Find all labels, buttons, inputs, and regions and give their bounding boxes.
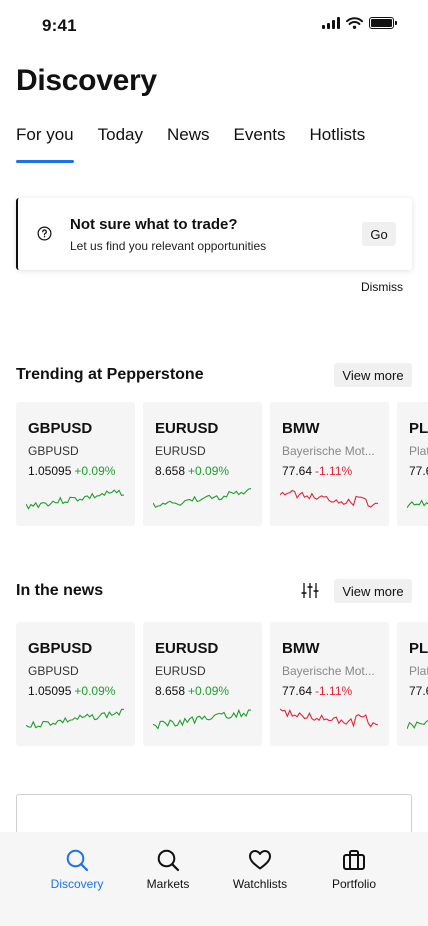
sparkline-chart [280,708,378,728]
instrument-symbol: GBPUSD [28,420,93,437]
instrument-name: Bayerische Mot... [282,664,375,678]
instrument-card[interactable]: GBPUSD GBPUSD 1.05095 +0.09% [16,402,135,526]
briefcase-icon [343,850,365,870]
instrument-name: Plat [409,444,428,458]
instrument-card[interactable]: PLA Plat 77.6 [397,402,428,526]
instrument-price-row: 77.6 [409,464,428,478]
sparkline-chart [26,489,124,510]
sparkline-chart [407,720,428,730]
bottom-navigation: Discovery Markets Watchlists Portfolio [0,832,428,926]
promo-subtitle: Let us find you relevant opportunities [70,239,267,253]
instrument-symbol: BMW [282,640,320,657]
instrument-symbol: PLA [409,640,428,657]
instrument-name: Bayerische Mot... [282,444,375,458]
instrument-price: 77.64 [282,684,313,698]
status-bar: 9:41 [0,0,428,50]
heart-icon [249,850,271,870]
tab-news[interactable]: News [167,125,210,144]
instrument-symbol: EURUSD [155,640,219,657]
dismiss-button[interactable]: Dismiss [361,280,403,294]
search-icon [66,849,89,872]
sparkline-chart [153,708,251,730]
filter-sliders-icon[interactable] [301,582,319,599]
instrument-symbol: PLA [409,420,428,437]
instrument-name: Plat [409,664,428,678]
nav-label: Discovery [50,877,104,891]
instrument-card[interactable]: EURUSD EURUSD 8.658 +0.09% [143,622,262,746]
search-icon [157,849,180,872]
instrument-change: +0.09% [188,464,230,478]
sparkline-chart [153,488,251,509]
instrument-price: 77.64 [282,464,313,478]
tab-today[interactable]: Today [97,125,144,144]
view-more-news-button[interactable]: View more [334,579,412,603]
cellular-signal-icon [322,17,340,29]
instrument-price: 1.05095 [28,684,72,698]
go-button[interactable]: Go [362,222,396,246]
trade-suggestion-card: Not sure what to trade? Let us find you … [16,198,412,270]
instrument-price-row: 1.05095 +0.09% [28,684,115,698]
discovery-tabs: For you Today News Events Hotlists [16,125,365,163]
instrument-name: GBPUSD [28,664,79,678]
instrument-price-row: 8.658 +0.09% [155,464,229,478]
page-title: Discovery [16,64,157,97]
instrument-change: -1.11% [315,684,353,698]
instrument-price-row: 77.6 [409,684,428,698]
wifi-icon [346,17,363,29]
trending-carousel[interactable]: GBPUSD GBPUSD 1.05095 +0.09% EURUSD EURUSD 8.6… [16,402,428,526]
tab-hotlists[interactable]: Hotlists [309,125,366,144]
instrument-name: GBPUSD [28,444,79,458]
tab-for-you[interactable]: For you [16,125,74,163]
instrument-card[interactable]: BMW Bayerische Mot... 77.64 -1.11% [270,622,389,746]
section-title-news: In the news [16,582,104,599]
instrument-card[interactable]: PLA Plat 77.6 [397,622,428,746]
status-icons [322,17,397,29]
sparkline-chart [407,499,428,508]
nav-markets[interactable]: Markets [123,848,213,891]
sparkline-chart [280,489,378,508]
nav-label: Portfolio [331,877,377,891]
news-carousel[interactable]: GBPUSD GBPUSD 1.05095 +0.09% EURUSD EURUSD 8.6… [16,622,428,746]
instrument-card[interactable]: EURUSD EURUSD 8.658 +0.09% [143,402,262,526]
instrument-price: 1.05095 [28,464,72,478]
instrument-change: +0.09% [74,684,116,698]
instrument-price-row: 1.05095 +0.09% [28,464,115,478]
instrument-change: -1.11% [315,464,353,478]
status-time: 9:41 [42,16,77,35]
instrument-price-row: 8.658 +0.09% [155,684,229,698]
instrument-symbol: BMW [282,420,320,437]
battery-icon [369,17,397,29]
instrument-name: EURUSD [155,664,206,678]
instrument-change: +0.09% [188,684,230,698]
tab-events[interactable]: Events [233,125,286,144]
instrument-card[interactable]: GBPUSD GBPUSD 1.05095 +0.09% [16,622,135,746]
sparkline-chart [26,708,124,729]
instrument-change: +0.09% [74,464,116,478]
nav-discovery[interactable]: Discovery [32,848,122,891]
view-more-trending-button[interactable]: View more [334,363,412,387]
instrument-price-row: 77.64 -1.11% [282,684,352,698]
instrument-symbol: EURUSD [155,420,219,437]
instrument-price: 77.6 [409,464,428,478]
instrument-name: EURUSD [155,444,206,458]
nav-label: Markets [146,877,190,891]
question-circle-icon [37,226,52,241]
nav-label: Watchlists [232,877,288,891]
instrument-price: 8.658 [155,684,186,698]
nav-watchlists[interactable]: Watchlists [215,848,305,891]
instrument-price-row: 77.64 -1.11% [282,464,352,478]
instrument-card[interactable]: BMW Bayerische Mot... 77.64 -1.11% [270,402,389,526]
nav-portfolio[interactable]: Portfolio [309,848,399,891]
section-title-trending: Trending at Pepperstone [16,366,204,383]
instrument-symbol: GBPUSD [28,640,93,657]
promo-title: Not sure what to trade? [70,216,238,233]
instrument-price: 77.6 [409,684,428,698]
instrument-price: 8.658 [155,464,186,478]
